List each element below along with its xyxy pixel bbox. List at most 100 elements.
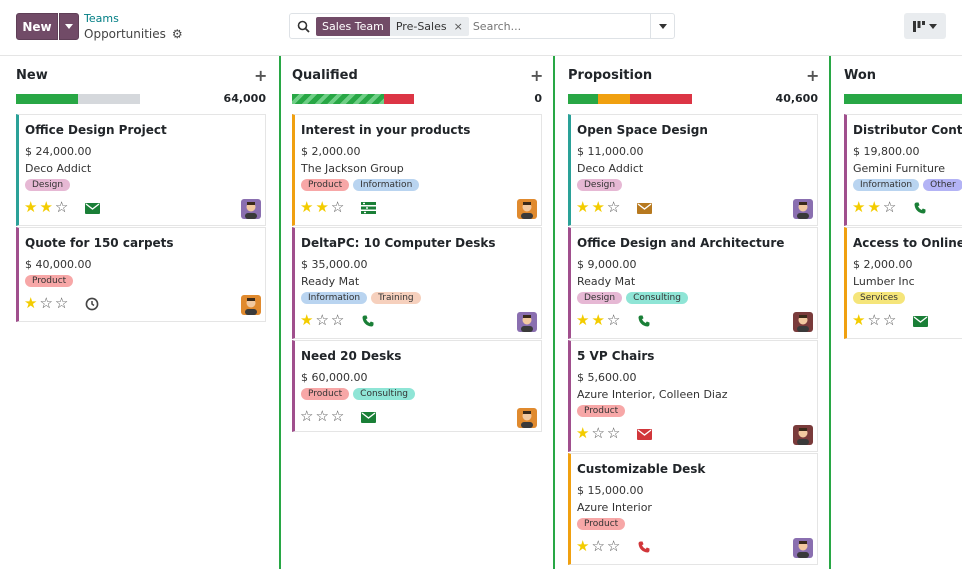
- email-icon[interactable]: [636, 201, 652, 215]
- avatar[interactable]: [241, 199, 261, 219]
- star-icon[interactable]: ☆: [591, 424, 605, 442]
- avatar[interactable]: [793, 199, 813, 219]
- kanban-view-button[interactable]: [904, 13, 946, 39]
- star-icon[interactable]: ☆: [330, 311, 345, 329]
- add-card-icon[interactable]: +: [254, 66, 268, 85]
- star-icon[interactable]: ★: [852, 198, 866, 216]
- opportunity-card[interactable]: Office Design Project $ 24,000.00 Deco Add…: [16, 114, 266, 226]
- star-icon[interactable]: ☆: [606, 537, 621, 555]
- opportunity-card[interactable]: Access to Online C $ 2,000.00 Lumber Inc Se…: [844, 227, 962, 339]
- progress-segment[interactable]: [292, 94, 384, 104]
- star-icon[interactable]: ★: [39, 198, 53, 216]
- progress-segment[interactable]: [844, 94, 962, 104]
- avatar[interactable]: [517, 199, 537, 219]
- priority-stars[interactable]: ★ ★ ☆: [300, 200, 344, 215]
- clock-icon[interactable]: [84, 297, 100, 311]
- tasks-icon[interactable]: [360, 201, 376, 215]
- search-options-toggle[interactable]: [650, 14, 674, 38]
- opportunity-card[interactable]: Need 20 Desks $ 60,000.00 Product Consultin…: [292, 340, 542, 432]
- avatar[interactable]: [793, 312, 813, 332]
- avatar[interactable]: [517, 312, 537, 332]
- priority-stars[interactable]: ★ ★ ☆: [24, 200, 68, 215]
- avatar[interactable]: [793, 425, 813, 445]
- star-icon[interactable]: ☆: [330, 198, 345, 216]
- search-icon[interactable]: [290, 20, 316, 33]
- column-title[interactable]: Proposition: [568, 68, 653, 83]
- star-icon[interactable]: ★: [591, 198, 605, 216]
- star-icon[interactable]: ★: [576, 424, 590, 442]
- opportunity-card[interactable]: Interest in your products $ 2,000.00 The J…: [292, 114, 542, 226]
- star-icon[interactable]: ★: [24, 294, 38, 312]
- phone-icon[interactable]: [912, 201, 928, 215]
- star-icon[interactable]: ★: [852, 311, 866, 329]
- star-icon[interactable]: ★: [300, 198, 314, 216]
- avatar[interactable]: [241, 295, 261, 315]
- add-card-icon[interactable]: +: [530, 66, 544, 85]
- priority-stars[interactable]: ★ ☆ ☆: [300, 313, 344, 328]
- new-dropdown-toggle[interactable]: [59, 13, 79, 40]
- priority-stars[interactable]: ★ ★ ☆: [576, 200, 620, 215]
- star-icon[interactable]: ☆: [54, 198, 69, 216]
- priority-stars[interactable]: ★ ☆ ☆: [576, 539, 620, 554]
- column-progress-bar[interactable]: [844, 94, 962, 104]
- opportunity-card[interactable]: Customizable Desk $ 15,000.00 Azure Interi…: [568, 453, 818, 565]
- opportunity-card[interactable]: Distributor Contra $ 19,800.00 Gemini Furn…: [844, 114, 962, 226]
- star-icon[interactable]: ★: [576, 537, 590, 555]
- priority-stars[interactable]: ★ ★ ☆: [852, 200, 896, 215]
- new-button[interactable]: New: [16, 13, 58, 40]
- gear-icon[interactable]: ⚙: [171, 27, 183, 41]
- priority-stars[interactable]: ★ ☆ ☆: [576, 426, 620, 441]
- star-icon[interactable]: ☆: [300, 407, 314, 425]
- phone-icon[interactable]: [360, 314, 376, 328]
- add-card-icon[interactable]: +: [806, 66, 820, 85]
- search-input[interactable]: [472, 19, 653, 33]
- priority-stars[interactable]: ★ ☆ ☆: [24, 296, 68, 311]
- progress-segment[interactable]: [384, 94, 414, 104]
- star-icon[interactable]: ☆: [54, 294, 69, 312]
- progress-segment[interactable]: [16, 94, 78, 104]
- avatar[interactable]: [793, 538, 813, 558]
- opportunity-card[interactable]: DeltaPC: 10 Computer Desks $ 35,000.00 Rea…: [292, 227, 542, 339]
- star-icon[interactable]: ☆: [591, 537, 605, 555]
- opportunity-card[interactable]: 5 VP Chairs $ 5,600.00 Azure Interior, Col…: [568, 340, 818, 452]
- star-icon[interactable]: ☆: [330, 407, 345, 425]
- email-icon[interactable]: [360, 410, 376, 424]
- opportunity-card[interactable]: Open Space Design $ 11,000.00 Deco Addict D…: [568, 114, 818, 226]
- column-progress-bar[interactable]: [292, 94, 414, 104]
- column-progress-bar[interactable]: [16, 94, 140, 104]
- star-icon[interactable]: ☆: [882, 198, 897, 216]
- opportunity-card[interactable]: Office Design and Architecture $ 9,000.00…: [568, 227, 818, 339]
- star-icon[interactable]: ★: [24, 198, 38, 216]
- progress-segment[interactable]: [598, 94, 630, 104]
- star-icon[interactable]: ☆: [882, 311, 897, 329]
- star-icon[interactable]: ☆: [606, 311, 621, 329]
- star-icon[interactable]: ★: [591, 311, 605, 329]
- star-icon[interactable]: ☆: [39, 294, 53, 312]
- star-icon[interactable]: ★: [315, 198, 329, 216]
- progress-segment[interactable]: [630, 94, 692, 104]
- avatar[interactable]: [517, 408, 537, 428]
- phone-icon[interactable]: [636, 540, 652, 554]
- star-icon[interactable]: ☆: [606, 198, 621, 216]
- star-icon[interactable]: ☆: [315, 311, 329, 329]
- star-icon[interactable]: ★: [300, 311, 314, 329]
- priority-stars[interactable]: ☆ ☆ ☆: [300, 409, 344, 424]
- column-title[interactable]: Qualified: [292, 68, 358, 83]
- column-progress-bar[interactable]: [568, 94, 692, 104]
- star-icon[interactable]: ☆: [315, 407, 329, 425]
- progress-segment[interactable]: [78, 94, 140, 104]
- email-icon[interactable]: [636, 427, 652, 441]
- star-icon[interactable]: ★: [867, 198, 881, 216]
- column-title[interactable]: Won: [844, 68, 877, 83]
- email-icon[interactable]: [912, 314, 928, 328]
- star-icon[interactable]: ☆: [606, 424, 621, 442]
- priority-stars[interactable]: ★ ★ ☆: [576, 313, 620, 328]
- column-title[interactable]: New: [16, 68, 48, 83]
- star-icon[interactable]: ☆: [867, 311, 881, 329]
- star-icon[interactable]: ★: [576, 198, 590, 216]
- star-icon[interactable]: ★: [576, 311, 590, 329]
- opportunity-card[interactable]: Quote for 150 carpets $ 40,000.00 Product ★…: [16, 227, 266, 322]
- phone-icon[interactable]: [636, 314, 652, 328]
- breadcrumb-teams-link[interactable]: Teams: [84, 12, 119, 25]
- email-icon[interactable]: [84, 201, 100, 215]
